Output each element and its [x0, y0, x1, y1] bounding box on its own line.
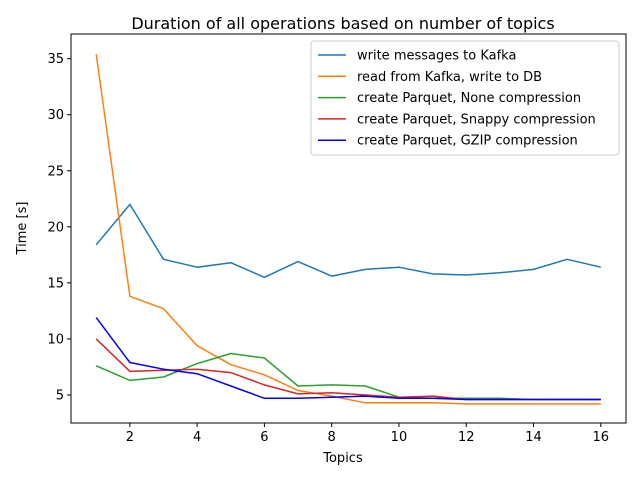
x-tick-label: 8	[328, 430, 336, 445]
y-tick-label: 35	[47, 52, 64, 67]
x-tick-label: 12	[458, 430, 475, 445]
legend-label: create Parquet, None compression	[357, 91, 581, 106]
legend-label: write messages to Kafka	[357, 49, 516, 64]
x-tick-label: 2	[126, 430, 134, 445]
y-tick-label: 5	[56, 388, 64, 403]
legend-label: create Parquet, Snappy compression	[357, 112, 596, 127]
plot-lines	[95, 54, 601, 405]
x-tick-label: 4	[193, 430, 201, 445]
axes-frame	[70, 33, 627, 424]
y-tick-label: 30	[47, 108, 64, 123]
chart-title: Duration of all operations based on numb…	[131, 14, 554, 33]
x-axis-ticks: 2 4 6 8 10 12 14 16	[126, 423, 609, 445]
x-tick-label: 14	[525, 430, 542, 445]
series-line-2	[95, 54, 601, 405]
y-tick-label: 20	[47, 220, 64, 235]
y-axis-label: Time [s]	[15, 202, 30, 256]
x-tick-label: 16	[592, 430, 609, 445]
x-axis-label: Topics	[322, 451, 363, 466]
legend: write messages to Kafka read from Kafka, …	[310, 40, 620, 156]
y-axis-ticks: 5 10 15 20 25 30 35	[47, 52, 71, 403]
x-tick-label: 6	[260, 430, 268, 445]
series-line-5	[95, 317, 601, 401]
y-tick-label: 10	[47, 332, 64, 347]
series-line-1	[95, 203, 601, 279]
series-line-4	[95, 338, 601, 401]
legend-box	[310, 40, 620, 156]
legend-label: read from Kafka, write to DB	[357, 70, 542, 85]
y-tick-label: 15	[47, 276, 64, 291]
series-line-3	[95, 352, 601, 401]
x-tick-label: 10	[391, 430, 408, 445]
legend-label: create Parquet, GZIP compression	[357, 134, 578, 149]
y-tick-label: 25	[47, 164, 64, 179]
